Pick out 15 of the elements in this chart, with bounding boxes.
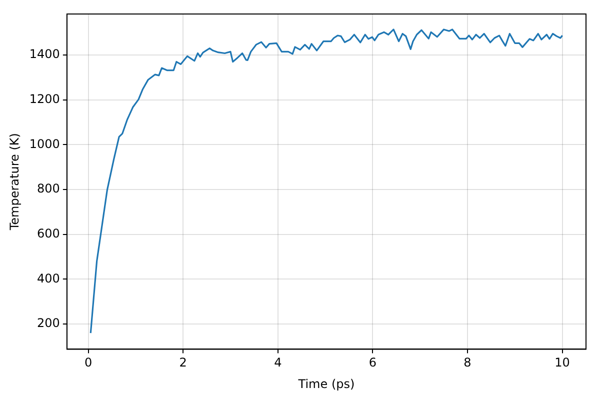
x-tick-label: 8	[464, 356, 472, 370]
x-tick-label: 4	[274, 356, 282, 370]
y-axis-title: Temperature (K)	[7, 133, 22, 232]
y-tick-label: 400	[37, 271, 60, 286]
x-tick-label: 6	[368, 356, 377, 370]
y-tick-label: 200	[37, 316, 60, 330]
y-tick-label: 1000	[29, 136, 60, 151]
x-axis-title: Time (ps)	[297, 376, 355, 391]
y-tick-label: 600	[37, 226, 60, 241]
x-tick-label: 0	[84, 356, 92, 370]
x-tick-label: 10	[554, 356, 570, 370]
y-tick-label: 1400	[29, 47, 60, 62]
y-tick-label: 1200	[29, 92, 60, 106]
x-tick-label: 2	[179, 356, 187, 370]
y-tick-label: 800	[37, 182, 60, 196]
